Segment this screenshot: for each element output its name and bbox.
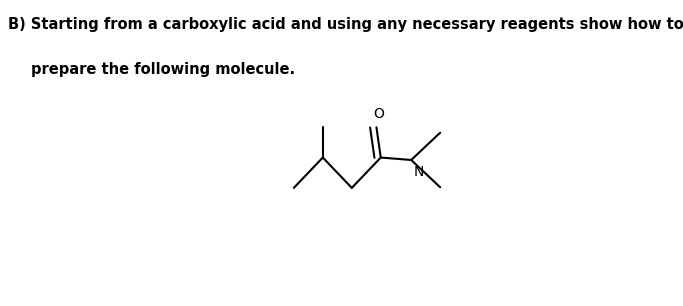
Text: N: N	[414, 165, 424, 178]
Text: prepare the following molecule.: prepare the following molecule.	[31, 62, 296, 77]
Text: B) Starting from a carboxylic acid and using any necessary reagents show how to: B) Starting from a carboxylic acid and u…	[8, 17, 683, 32]
Text: O: O	[374, 107, 385, 121]
